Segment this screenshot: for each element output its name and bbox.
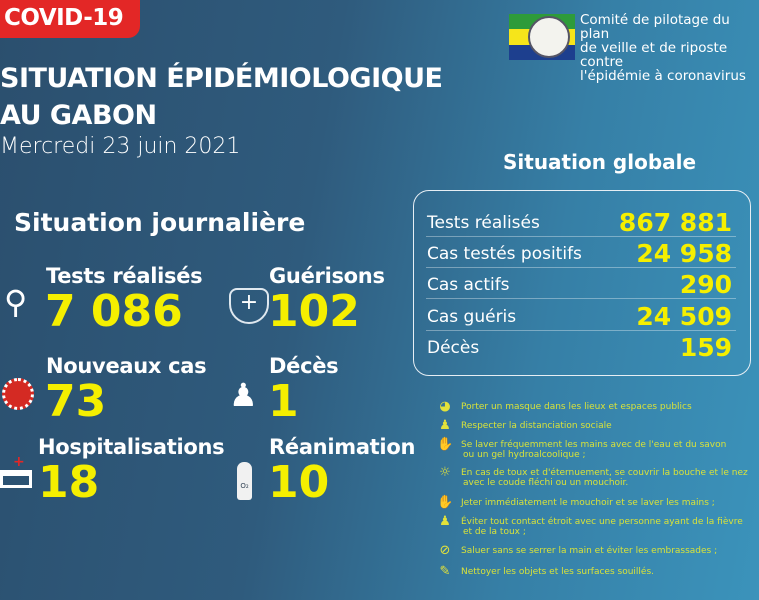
cleaning-icon: ✎: [439, 564, 451, 579]
magnifier-icon: ⚲: [4, 283, 28, 321]
tip-item: ♟ Respecter la distanciation sociale: [437, 418, 612, 437]
oxygen-tank-icon: O₂: [237, 462, 252, 500]
person-cross-icon: ♟: [229, 376, 258, 414]
daily-deaths-value: 1: [268, 376, 299, 427]
daily-tests-label: Tests réalisés: [46, 264, 203, 288]
daily-hospitalisations-label: Hospitalisations: [38, 435, 225, 459]
seal-icon: [528, 16, 570, 58]
virus-icon: [2, 378, 34, 410]
mask-icon: ◕: [439, 399, 451, 414]
daily-icu-label: Réanimation: [269, 435, 416, 459]
global-table: Tests réalisés 867 881 Cas testés positif…: [413, 190, 751, 376]
distancing-icon: ♟: [439, 418, 451, 433]
tip-item: ☼ En cas de toux et d'éternuement, se cou…: [437, 465, 748, 488]
gabon-flag-logo: [509, 14, 575, 60]
page-title-line1: SITUATION ÉPIDÉMIOLOGIQUE: [0, 63, 443, 94]
page-title-line2: AU GABON: [0, 100, 157, 131]
tip-item: ♟ Éviter tout contact étroit avec une per…: [437, 514, 743, 537]
table-row: Cas testés positifs 24 958: [426, 238, 736, 268]
table-row: Tests réalisés 867 881: [426, 207, 736, 237]
handwash-icon: ✋: [437, 437, 454, 452]
tip-item: ⊘ Saluer sans se serrer la main et éviter…: [437, 543, 718, 562]
daily-icu-value: 10: [268, 457, 330, 508]
daily-tests-value: 7 086: [45, 286, 183, 337]
daily-new-cases-value: 73: [45, 376, 107, 427]
daily-new-cases-label: Nouveaux cas: [46, 354, 207, 378]
shield-cross-virus-icon: +: [229, 288, 269, 324]
daily-recoveries-value: 102: [268, 286, 360, 337]
no-handshake-icon: ⊘: [439, 543, 451, 558]
distancing-icon: ♟: [439, 514, 451, 529]
hospital-bed-icon: +: [0, 454, 32, 488]
table-row: Cas actifs 290: [426, 269, 736, 299]
table-row: Cas guéris 24 509: [426, 301, 736, 331]
committee-name: Comité de pilotage du plan de veille et d…: [580, 12, 746, 84]
daily-title: Situation journalière: [14, 208, 306, 237]
covid-badge: COVID-19: [0, 0, 140, 38]
tip-item: ◕ Porter un masque dans les lieux et espa…: [437, 399, 691, 418]
tip-item: ✋ Jeter immédiatement le mouchoir et se l…: [437, 495, 715, 514]
table-row: Décès 159: [427, 333, 732, 362]
daily-deaths-label: Décès: [269, 354, 339, 378]
tip-item: ✎ Nettoyer les objets et les surfaces sou…: [437, 564, 654, 583]
cough-icon: ☼: [439, 465, 451, 480]
tip-item: ✋ Se laver fréquemment les mains avec de …: [437, 437, 727, 460]
daily-recoveries-label: Guérisons: [269, 264, 385, 288]
daily-hospitalisations-value: 18: [38, 457, 100, 508]
handwash-icon: ✋: [437, 495, 454, 510]
global-title: Situation globale: [503, 150, 697, 174]
report-date: Mercredi 23 juin 2021: [0, 134, 241, 159]
